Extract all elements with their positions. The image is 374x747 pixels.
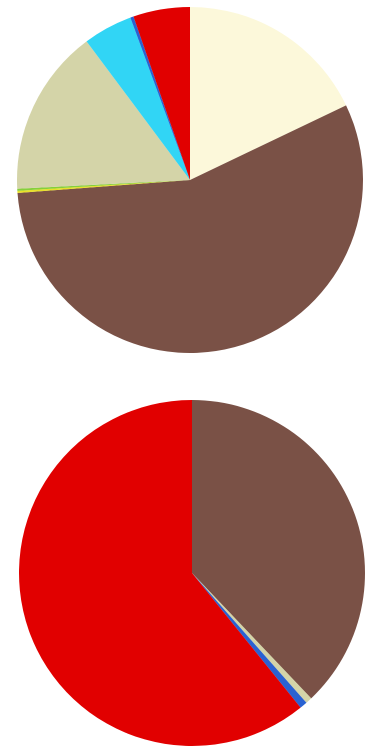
pie-slice: [192, 400, 365, 699]
pie-slice: [86, 17, 190, 180]
pie-slice: [19, 400, 301, 746]
pie-slice: [133, 7, 190, 180]
pie-slice: [16, 41, 190, 189]
pie-slice: [192, 573, 307, 708]
pie-slice: [130, 16, 190, 180]
pie-slice: [17, 105, 364, 354]
pie-slice: [192, 573, 312, 703]
pie-slice: [17, 180, 191, 194]
pie-slice: [190, 7, 347, 180]
pie-slice: [17, 180, 190, 191]
